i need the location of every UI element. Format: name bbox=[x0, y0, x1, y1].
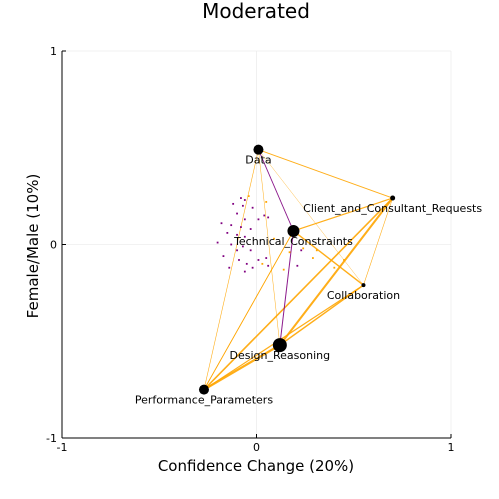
scatter-point-5 bbox=[263, 214, 266, 217]
edge-14 bbox=[203, 284, 364, 391]
scatter-point-10 bbox=[220, 222, 223, 225]
edge-2 bbox=[258, 149, 281, 346]
node-5 bbox=[198, 384, 209, 395]
scatter-point-2 bbox=[232, 202, 235, 205]
scatter-point-26 bbox=[228, 266, 231, 269]
scatter-point-42 bbox=[247, 195, 250, 198]
scatter-points bbox=[216, 195, 345, 273]
node-0 bbox=[253, 144, 264, 155]
edge-6 bbox=[279, 197, 394, 346]
node-label-1: Client_and_Consultant_Requests bbox=[303, 202, 482, 215]
scatter-point-40 bbox=[343, 259, 345, 261]
scatter-point-12 bbox=[240, 226, 242, 228]
scatter-point-28 bbox=[265, 257, 268, 259]
scatter-point-37 bbox=[261, 262, 264, 265]
scatter-point-15 bbox=[236, 233, 238, 236]
scatter-point-27 bbox=[257, 259, 260, 261]
scatter-point-24 bbox=[245, 262, 248, 265]
x-tick-label-2: 1 bbox=[448, 441, 455, 454]
scatter-point-17 bbox=[230, 243, 233, 246]
edge-0 bbox=[258, 149, 393, 199]
tick-labels: -1 0 1 -1 0 1 bbox=[46, 45, 454, 454]
scatter-point-25 bbox=[251, 266, 254, 269]
scatter-point-19 bbox=[241, 245, 244, 248]
node-label-4: Design_Reasoning bbox=[230, 349, 331, 362]
scatter-point-23 bbox=[238, 259, 240, 261]
scatter-point-4 bbox=[251, 206, 254, 209]
edge-1 bbox=[258, 149, 294, 232]
edge-3 bbox=[203, 149, 259, 390]
y-tick-label-0: -1 bbox=[46, 432, 57, 445]
scatter-point-18 bbox=[216, 241, 219, 244]
y-tick-label-1: 0 bbox=[50, 239, 57, 252]
scatter-point-34 bbox=[312, 257, 314, 259]
scatter-point-32 bbox=[300, 249, 303, 252]
edge-7 bbox=[203, 197, 394, 391]
scatter-point-31 bbox=[296, 264, 299, 267]
edge-8 bbox=[363, 197, 393, 286]
node-3 bbox=[361, 283, 366, 288]
scatter-point-16 bbox=[243, 235, 246, 238]
scatter-point-3 bbox=[241, 204, 244, 207]
edge-4 bbox=[258, 149, 364, 286]
node-2 bbox=[287, 224, 300, 237]
scatter-point-11 bbox=[230, 224, 233, 227]
node-label-0: Data bbox=[245, 154, 271, 167]
scatter-point-13 bbox=[249, 228, 252, 230]
x-tick-label-1: 0 bbox=[253, 441, 260, 454]
scatter-point-43 bbox=[265, 201, 268, 203]
node-label-5: Performance_Parameters bbox=[135, 394, 273, 407]
scatter-point-38 bbox=[273, 237, 275, 240]
edge-10 bbox=[293, 230, 364, 286]
scatter-point-0 bbox=[240, 197, 242, 199]
scatter-point-22 bbox=[222, 255, 225, 258]
y-axis-label: Female/Male (10%) bbox=[24, 174, 42, 319]
scatter-point-29 bbox=[267, 264, 270, 267]
edge-12 bbox=[203, 344, 281, 391]
scatter-point-30 bbox=[243, 270, 246, 273]
node-4 bbox=[272, 338, 287, 353]
edge-9 bbox=[279, 230, 294, 346]
node-1 bbox=[390, 195, 396, 201]
network-edges bbox=[203, 149, 394, 391]
network-nodes bbox=[198, 144, 396, 395]
edge-13 bbox=[279, 284, 364, 346]
x-axis-label: Confidence Change (20%) bbox=[158, 457, 354, 475]
scatter-point-39 bbox=[288, 251, 291, 254]
scatter-point-8 bbox=[236, 212, 238, 215]
scatter-point-9 bbox=[243, 218, 246, 221]
scatter-point-41 bbox=[333, 266, 336, 269]
scatter-point-21 bbox=[236, 249, 238, 252]
scatter-point-36 bbox=[282, 268, 285, 271]
y-tick-label-2: 1 bbox=[50, 45, 57, 58]
scatter-point-7 bbox=[267, 216, 270, 219]
node-labels: Data Client_and_Consultant_Requests Techni… bbox=[135, 154, 482, 407]
edge-5 bbox=[293, 197, 393, 232]
x-tick-label-0: -1 bbox=[57, 441, 68, 454]
node-label-3: Collaboration bbox=[327, 289, 400, 302]
node-label-2: Technical_Constraints bbox=[233, 235, 353, 248]
edge-15 bbox=[203, 230, 294, 390]
chart-title: Moderated bbox=[202, 0, 310, 23]
scatter-point-33 bbox=[302, 247, 305, 250]
scatter-point-6 bbox=[257, 218, 260, 221]
scatter-point-1 bbox=[243, 199, 246, 201]
scatter-point-35 bbox=[315, 249, 318, 252]
scatter-point-20 bbox=[249, 249, 252, 252]
scatter-point-14 bbox=[226, 231, 229, 234]
